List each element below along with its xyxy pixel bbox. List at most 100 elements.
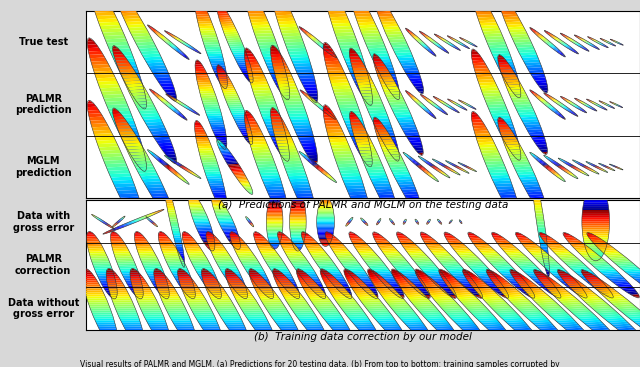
Polygon shape [249, 79, 268, 82]
Polygon shape [583, 204, 609, 206]
Polygon shape [280, 243, 295, 246]
Polygon shape [339, 45, 360, 49]
Polygon shape [533, 32, 538, 33]
Polygon shape [472, 57, 483, 60]
Polygon shape [430, 278, 447, 280]
Polygon shape [158, 290, 177, 293]
Polygon shape [369, 310, 390, 313]
Polygon shape [362, 157, 372, 161]
Polygon shape [155, 95, 160, 96]
Polygon shape [304, 280, 321, 282]
Polygon shape [415, 39, 420, 40]
Polygon shape [199, 28, 215, 31]
Polygon shape [213, 131, 226, 134]
Polygon shape [566, 101, 570, 102]
Polygon shape [218, 222, 234, 223]
Polygon shape [389, 214, 399, 217]
Polygon shape [124, 79, 142, 83]
Polygon shape [435, 106, 440, 108]
Polygon shape [159, 83, 173, 87]
Polygon shape [268, 234, 282, 235]
Polygon shape [362, 96, 372, 99]
Polygon shape [87, 100, 93, 104]
Polygon shape [420, 338, 434, 341]
Polygon shape [568, 285, 586, 288]
Polygon shape [445, 235, 454, 237]
Polygon shape [604, 103, 606, 104]
Polygon shape [141, 310, 162, 313]
Polygon shape [167, 263, 186, 265]
Polygon shape [359, 87, 377, 91]
Polygon shape [271, 246, 278, 248]
Polygon shape [128, 27, 147, 31]
Polygon shape [463, 165, 465, 166]
Polygon shape [438, 163, 442, 164]
Polygon shape [383, 152, 400, 155]
Polygon shape [587, 106, 591, 107]
Polygon shape [348, 192, 367, 195]
Polygon shape [325, 61, 340, 65]
Polygon shape [590, 239, 603, 241]
Polygon shape [483, 31, 502, 34]
Polygon shape [162, 39, 168, 40]
Polygon shape [156, 139, 172, 143]
Polygon shape [268, 235, 282, 237]
Polygon shape [588, 169, 592, 170]
Polygon shape [86, 240, 99, 241]
Polygon shape [153, 283, 168, 286]
Polygon shape [464, 46, 467, 47]
Polygon shape [125, 146, 144, 150]
Polygon shape [522, 336, 538, 338]
Polygon shape [466, 288, 479, 290]
Polygon shape [491, 50, 509, 54]
Polygon shape [493, 118, 511, 122]
Polygon shape [170, 34, 173, 36]
Polygon shape [317, 213, 334, 214]
Polygon shape [220, 83, 233, 85]
Polygon shape [290, 214, 306, 216]
Polygon shape [387, 159, 404, 163]
Polygon shape [355, 145, 371, 148]
Polygon shape [259, 170, 278, 173]
Polygon shape [605, 41, 607, 42]
Polygon shape [165, 156, 167, 157]
Polygon shape [460, 168, 463, 170]
Polygon shape [540, 212, 547, 215]
Polygon shape [433, 96, 435, 97]
Polygon shape [467, 308, 489, 311]
Polygon shape [567, 101, 572, 102]
Polygon shape [541, 247, 548, 250]
Polygon shape [434, 97, 436, 98]
Polygon shape [435, 179, 438, 181]
Polygon shape [217, 77, 227, 80]
Polygon shape [445, 51, 448, 52]
Polygon shape [377, 134, 390, 137]
Polygon shape [372, 270, 390, 272]
Polygon shape [145, 122, 164, 126]
Polygon shape [618, 265, 637, 267]
Polygon shape [229, 108, 244, 111]
Polygon shape [433, 43, 438, 44]
Polygon shape [363, 36, 382, 40]
Polygon shape [408, 201, 421, 205]
Polygon shape [585, 105, 589, 106]
Polygon shape [134, 290, 152, 293]
Polygon shape [232, 244, 241, 246]
Polygon shape [344, 182, 364, 186]
Polygon shape [385, 285, 400, 287]
Polygon shape [143, 119, 163, 123]
Polygon shape [302, 30, 307, 32]
Polygon shape [583, 237, 609, 239]
Polygon shape [579, 164, 582, 165]
Polygon shape [356, 19, 374, 22]
Polygon shape [380, 144, 396, 148]
Polygon shape [432, 296, 452, 299]
Polygon shape [531, 137, 545, 140]
Polygon shape [156, 211, 161, 212]
Polygon shape [380, 292, 399, 295]
Polygon shape [371, 268, 389, 270]
Polygon shape [272, 248, 277, 249]
Polygon shape [130, 288, 143, 291]
Polygon shape [375, 66, 387, 69]
Polygon shape [148, 128, 166, 132]
